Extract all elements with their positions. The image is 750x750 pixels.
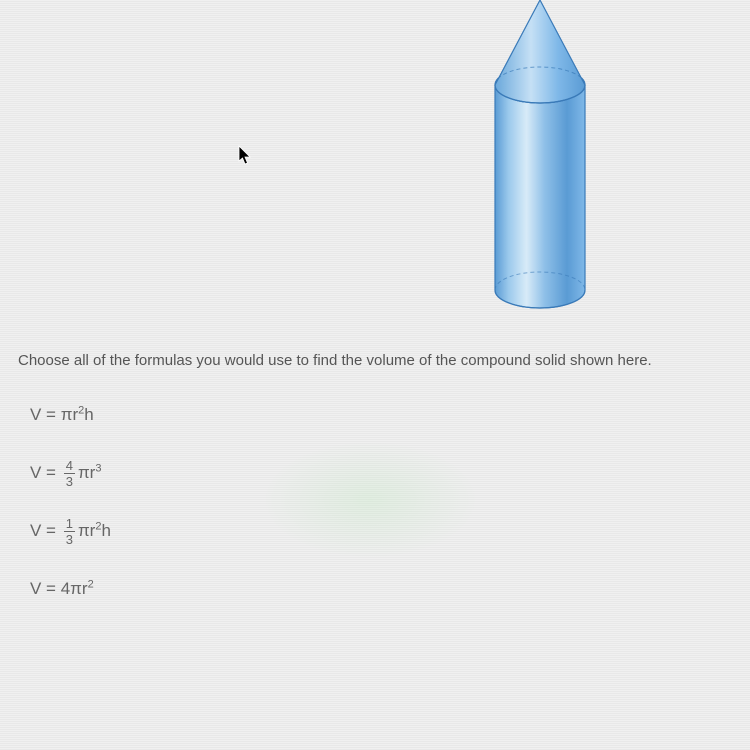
answer-options: V = πr2h V = 43πr3 V = 13πr2h V = 4πr2: [30, 400, 111, 632]
option-3[interactable]: V = 13πr2h: [30, 516, 111, 546]
figure-area: [0, 0, 750, 330]
option-4[interactable]: V = 4πr2: [30, 574, 111, 604]
question-text: Choose all of the formulas you would use…: [18, 352, 652, 369]
mouse-cursor-icon: [238, 145, 254, 167]
formula-text: V = πr2h: [30, 405, 94, 425]
screen-glare: [260, 440, 480, 560]
compound-solid-figure: [480, 0, 600, 325]
formula-text: V = 13πr2h: [30, 517, 111, 546]
solid-svg: [480, 0, 600, 325]
formula-text: V = 4πr2: [30, 579, 94, 599]
option-2[interactable]: V = 43πr3: [30, 458, 111, 488]
formula-text: V = 43πr3: [30, 459, 101, 488]
option-1[interactable]: V = πr2h: [30, 400, 111, 430]
